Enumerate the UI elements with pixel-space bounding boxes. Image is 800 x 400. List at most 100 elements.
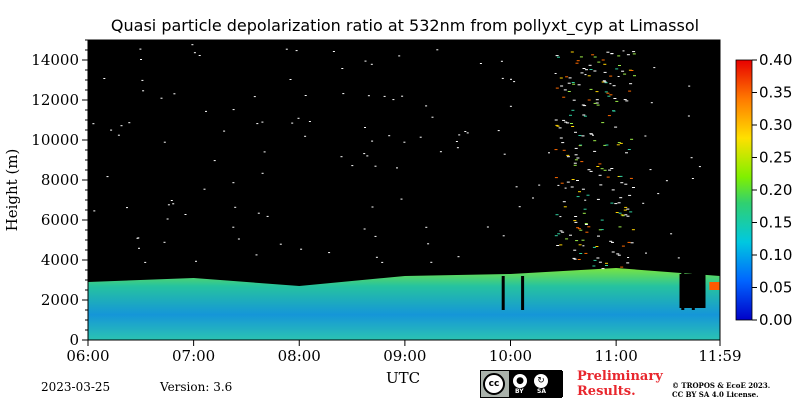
cloud-speckle — [566, 122, 570, 124]
cloud-speckle — [576, 196, 580, 198]
cloud-speckle — [630, 242, 634, 244]
cloud-speckle — [589, 170, 593, 172]
cloud-speckle — [610, 202, 614, 204]
cloud-speckle — [554, 119, 558, 121]
cloud-speckle — [597, 235, 600, 237]
cloud-speckle — [592, 246, 596, 248]
noise-speckle — [501, 77, 504, 79]
cloud-speckle — [603, 144, 607, 146]
cloud-speckle — [574, 159, 578, 161]
aerosol-layer — [88, 268, 720, 340]
noise-speckle — [670, 233, 673, 235]
noise-speckle — [173, 93, 176, 95]
cloud-speckle — [585, 69, 588, 71]
cloud-speckle — [593, 56, 597, 58]
cloud-speckle — [609, 94, 613, 96]
cloud-speckle — [615, 68, 619, 70]
cloud-speckle — [591, 54, 595, 56]
cloud-speckle — [580, 161, 584, 163]
cloud-speckle — [555, 87, 559, 89]
cloud-speckle — [619, 197, 623, 199]
noise-speckle — [502, 235, 505, 237]
noise-speckle — [677, 257, 680, 259]
cloud-speckle — [596, 166, 600, 167]
cloud-speckle — [619, 142, 623, 144]
x-tick-label: 08:00 — [278, 347, 321, 365]
cloud-speckle — [632, 51, 636, 53]
cloud-speckle — [578, 244, 582, 246]
cloud-speckle — [620, 266, 624, 268]
cloud-speckle — [632, 53, 636, 55]
cloud-speckle — [574, 221, 578, 223]
cloud-speckle — [628, 194, 632, 196]
noise-speckle — [160, 97, 163, 99]
person-icon: ● — [513, 374, 527, 388]
cloud-speckle — [599, 184, 603, 186]
noise-speckle — [513, 81, 516, 83]
cloud-speckle — [604, 91, 608, 93]
noise-speckle — [367, 95, 370, 97]
noise-speckle — [500, 60, 503, 62]
noise-speckle — [92, 123, 95, 125]
y-tick-label: 0 — [69, 331, 79, 349]
noise-speckle — [266, 215, 269, 217]
cloud-speckle — [603, 63, 607, 65]
noise-speckle — [688, 85, 691, 87]
noise-speckle — [232, 182, 235, 184]
cloud-speckle — [630, 138, 634, 140]
cloud-speckle — [595, 102, 599, 104]
noise-speckle — [374, 235, 377, 237]
x-tick-label: 09:00 — [383, 347, 426, 365]
noise-speckle — [261, 121, 264, 123]
cloud-speckle — [609, 240, 613, 242]
noise-speckle — [136, 237, 139, 239]
noise-speckle — [532, 197, 534, 199]
noise-speckle — [439, 151, 442, 153]
noise-speckle — [466, 132, 469, 134]
cloud-speckle — [628, 90, 632, 92]
cloud-speckle — [609, 75, 613, 77]
cloud-speckle — [615, 212, 619, 213]
cloud-speckle — [595, 99, 599, 101]
noise-speckle — [557, 184, 560, 186]
cloud-speckle — [623, 209, 627, 211]
cloud-speckle — [567, 91, 571, 92]
cloud-speckle — [624, 206, 628, 208]
cloud-speckle — [605, 144, 609, 146]
cloud-speckle — [605, 262, 608, 264]
noise-speckle — [172, 203, 175, 205]
noise-speckle — [400, 198, 403, 200]
noise-speckle — [622, 50, 625, 52]
noise-speckle — [427, 243, 430, 245]
cloud-speckle — [583, 115, 587, 117]
noise-speckle — [392, 99, 395, 101]
noise-speckle — [300, 248, 303, 250]
noise-speckle — [253, 96, 256, 98]
cloud-speckle — [616, 253, 620, 255]
cloud-speckle — [610, 53, 614, 55]
colorbar-tick-label: 0.05 — [759, 279, 792, 297]
cloud-speckle — [589, 69, 593, 70]
cloud-speckle — [608, 169, 612, 171]
noise-speckle — [223, 130, 226, 132]
noise-speckle — [564, 187, 567, 189]
cloud-speckle — [555, 55, 559, 57]
noise-speckle — [191, 44, 194, 46]
noise-speckle — [256, 123, 259, 125]
cloud-speckle — [589, 88, 593, 90]
cloud-speckle — [574, 131, 577, 133]
cloud-speckle — [570, 123, 573, 124]
cloud-speckle — [604, 82, 608, 84]
noise-speckle — [263, 151, 266, 153]
noise-speckle — [340, 156, 343, 158]
noise-speckle — [363, 153, 366, 155]
cloud-speckle — [562, 149, 566, 151]
noise-speckle — [297, 117, 300, 119]
noise-speckle — [364, 60, 367, 62]
cloud-speckle — [580, 72, 584, 74]
noise-speckle — [304, 95, 307, 96]
cloud-speckle — [567, 82, 571, 84]
noise-speckle — [110, 129, 113, 131]
cloud-speckle — [611, 189, 615, 191]
cloud-speckle — [561, 142, 565, 144]
